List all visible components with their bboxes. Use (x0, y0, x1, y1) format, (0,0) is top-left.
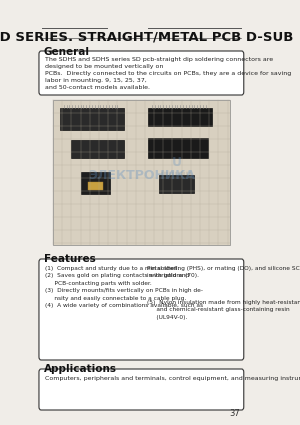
Text: SD SERIES. STRAIGHT/METAL PCB D-SUB: SD SERIES. STRAIGHT/METAL PCB D-SUB (0, 30, 293, 43)
Text: U: U (172, 156, 182, 168)
Text: (1)  Compact and sturdy due to a metal shell.
(2)  Saves gold on plating contact: (1) Compact and sturdy due to a metal sh… (45, 266, 203, 308)
Bar (60, 108, 124, 130)
Text: The SDHS and SDHS series SD pcb-straight dip soldering connectors are designed t: The SDHS and SDHS series SD pcb-straight… (45, 57, 291, 90)
Bar (71, 140, 124, 158)
Text: General: General (44, 47, 90, 57)
FancyBboxPatch shape (39, 259, 244, 360)
Text: 37: 37 (230, 409, 240, 418)
Bar (53, 100, 230, 245)
Text: Computers, peripherals and terminals, control equipment, and measuring instrumen: Computers, peripherals and terminals, co… (45, 376, 300, 381)
FancyBboxPatch shape (39, 369, 244, 410)
Text: ЭЛЕКТРОНИКА: ЭЛЕКТРОНИКА (88, 168, 195, 181)
FancyBboxPatch shape (39, 51, 244, 95)
Text: Features: Features (44, 254, 96, 264)
Text: Pin soldering (PHS), or mating (DO), and silicone SC
in variations (70).: Pin soldering (PHS), or mating (DO), and… (147, 266, 300, 278)
Text: (5)  Nylon insulation made from highly heat-resistant
     and chemical-resistan: (5) Nylon insulation made from highly he… (147, 300, 300, 320)
Bar (88, 182, 103, 190)
Bar (148, 108, 212, 126)
Bar (148, 138, 208, 158)
Text: Applications: Applications (44, 364, 117, 374)
Bar (159, 175, 194, 193)
Bar (81, 172, 110, 194)
